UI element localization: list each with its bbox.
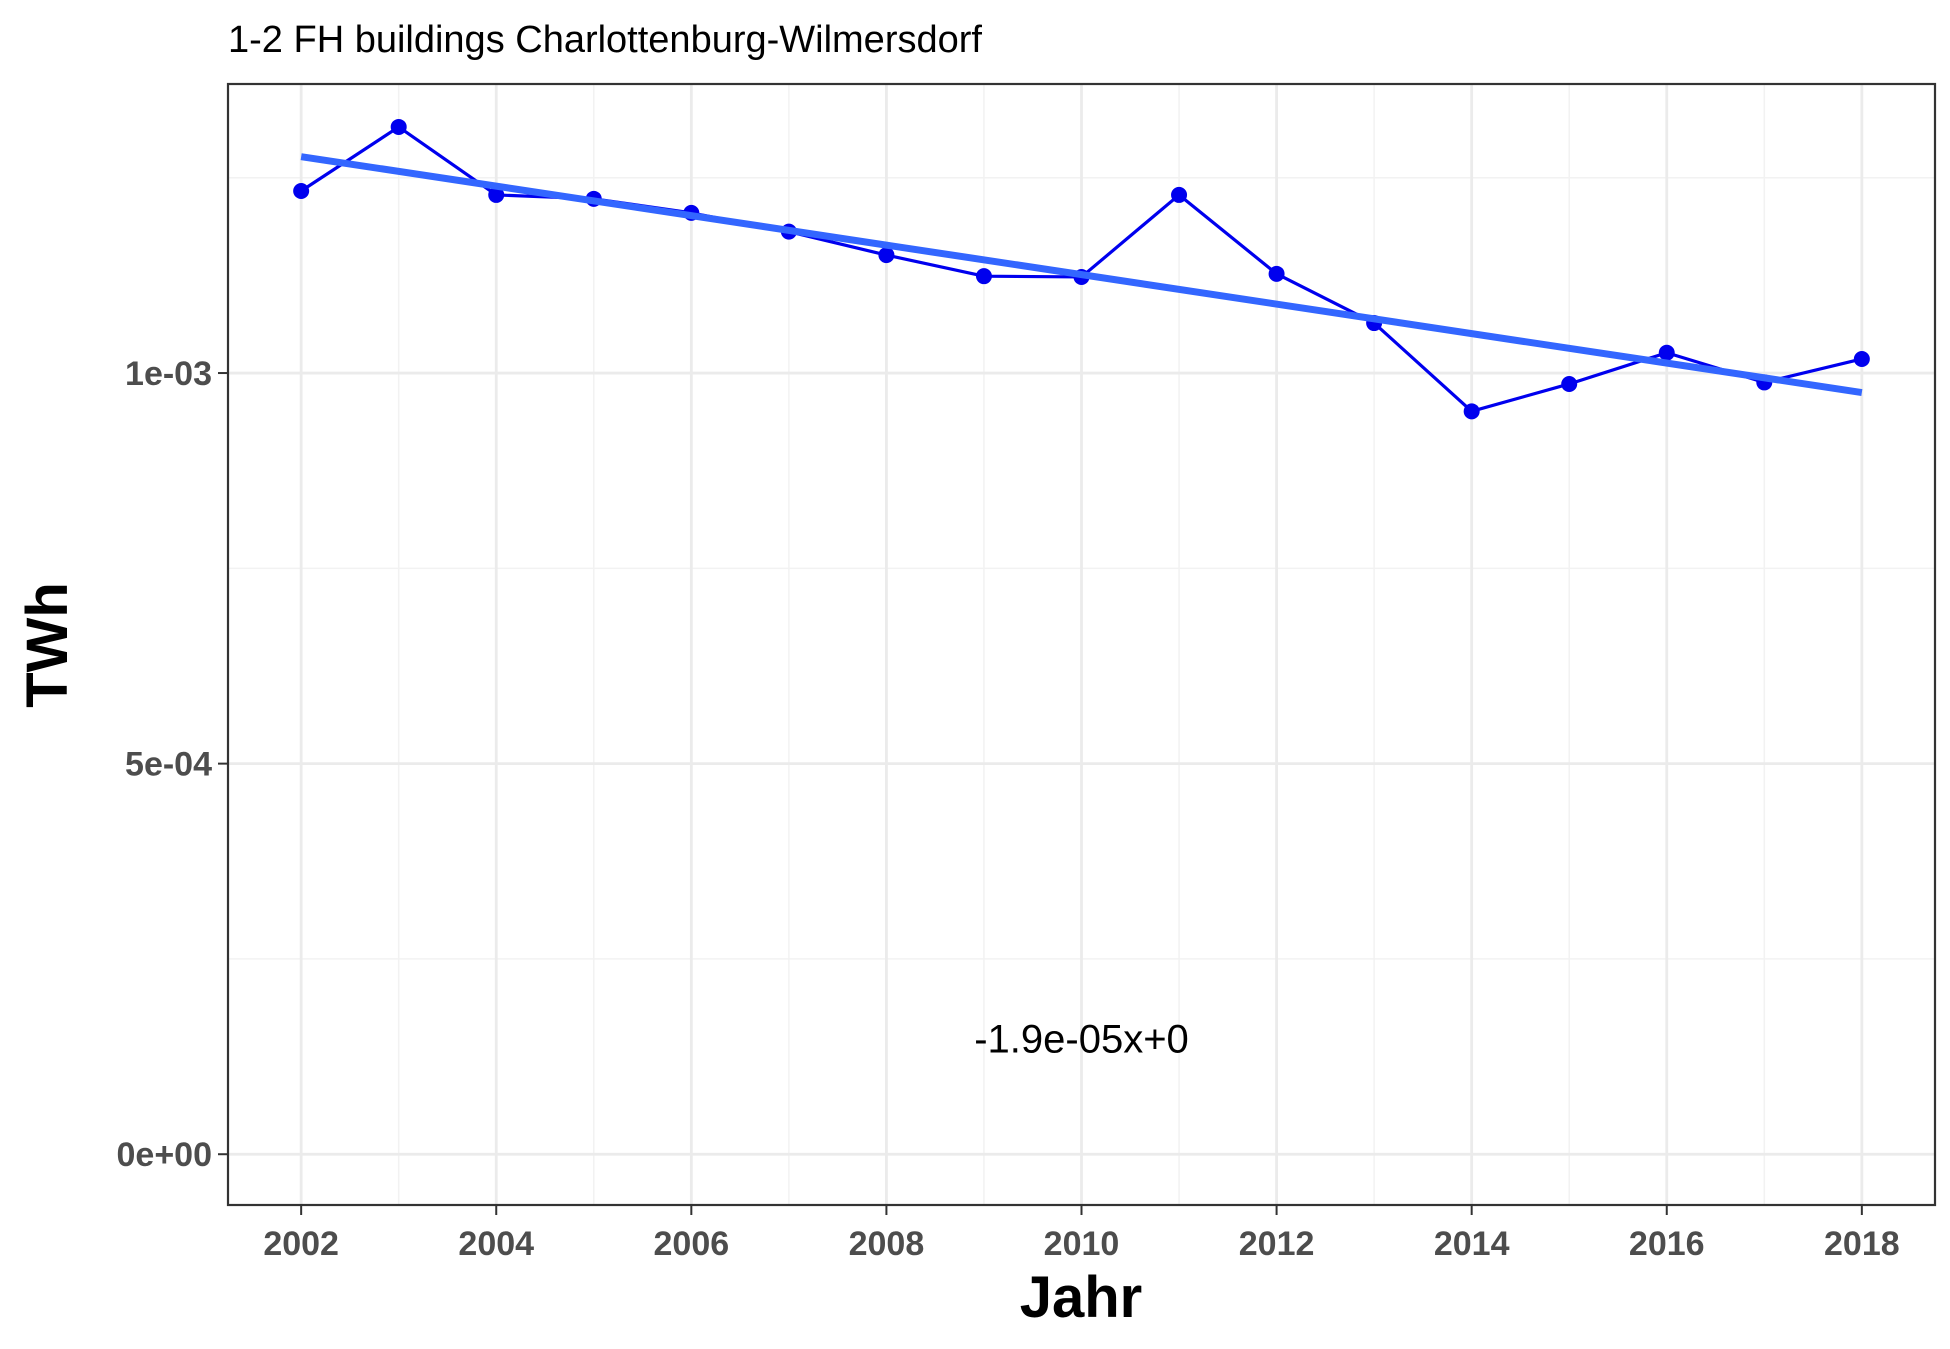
- data-point: [488, 186, 505, 203]
- trend-line-layer: [300, 153, 1863, 397]
- data-point: [1658, 344, 1675, 361]
- x-tick-label: 2008: [849, 1225, 925, 1263]
- data-point: [1171, 186, 1188, 203]
- axes: 2002 2004 2006 2008 2010 2012 2014 2016 2018 0e+0…: [117, 355, 1900, 1263]
- data-point: [975, 268, 992, 285]
- grid-lines: [228, 84, 1935, 1205]
- data-point: [878, 247, 895, 264]
- y-axis-title: TWh: [15, 582, 80, 708]
- data-point: [1853, 350, 1870, 367]
- x-tick-label: 2006: [654, 1225, 730, 1263]
- annotation-layer: -1.9e-05x+0: [974, 1018, 1189, 1062]
- x-tick-label: 2010: [1044, 1225, 1120, 1263]
- x-tick-label: 2014: [1434, 1225, 1510, 1263]
- y-tick-label: 5e-04: [125, 746, 212, 784]
- y-tick-label: 0e+00: [117, 1136, 213, 1174]
- x-tick-label: 2018: [1824, 1225, 1900, 1263]
- data-point: [390, 118, 407, 135]
- data-point: [1561, 375, 1578, 392]
- chart-title: 1-2 FH buildings Charlottenburg-Wilmersd…: [228, 19, 982, 61]
- x-tick-label: 2016: [1629, 1225, 1705, 1263]
- x-tick-label: 2004: [458, 1225, 534, 1263]
- trend-line: [300, 153, 1863, 397]
- data-point: [1463, 403, 1480, 420]
- x-tick-label: 2012: [1239, 1225, 1315, 1263]
- data-point: [1268, 265, 1285, 282]
- x-axis-title: Jahr: [1020, 1265, 1143, 1330]
- data-point: [293, 183, 310, 200]
- regression-equation-label: -1.9e-05x+0: [974, 1018, 1189, 1062]
- x-tick-label: 2002: [263, 1225, 339, 1263]
- y-tick-label: 1e-03: [125, 355, 212, 393]
